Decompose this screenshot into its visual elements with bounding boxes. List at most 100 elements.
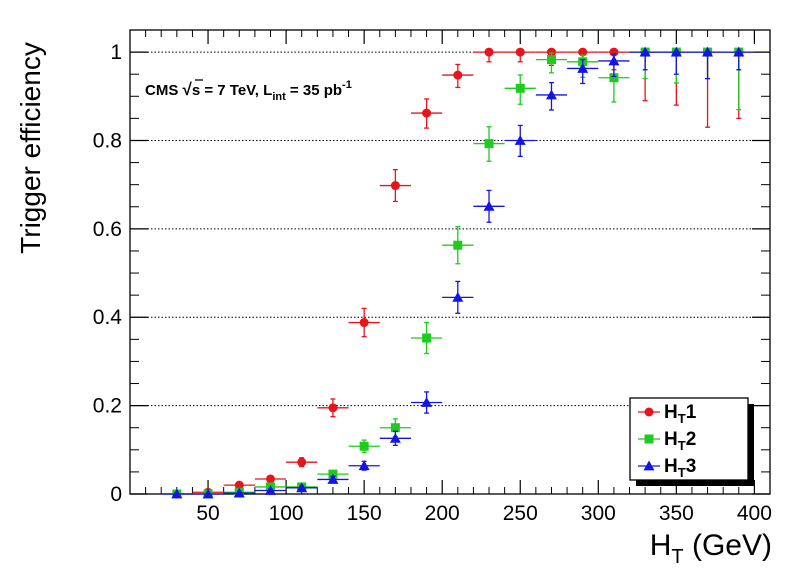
marker-circle xyxy=(234,480,244,490)
x-tick-label: 50 xyxy=(196,502,219,525)
data-point xyxy=(254,484,287,495)
marker-circle xyxy=(453,70,463,80)
x-tick-label: 400 xyxy=(737,502,772,525)
marker-triangle xyxy=(483,200,495,211)
y-tick-labels: 0 0.2 0.4 0.6 0.8 1 xyxy=(93,41,123,506)
annotation-part3: = 35 pb xyxy=(286,82,342,99)
y-tick-label: 0 xyxy=(110,483,122,506)
data-point xyxy=(410,98,443,129)
data-point xyxy=(379,430,411,447)
marker-square xyxy=(359,441,369,451)
marker-circle xyxy=(515,47,525,57)
data-point xyxy=(410,391,443,414)
marker-triangle xyxy=(296,482,308,493)
legend-label: HT1 xyxy=(664,402,697,426)
data-point xyxy=(442,280,474,314)
data-point xyxy=(348,460,380,471)
marker-triangle xyxy=(233,487,245,498)
legend-label-main: H xyxy=(664,402,678,423)
x-tick-label: 350 xyxy=(659,502,694,525)
x-tick-label: 250 xyxy=(503,502,538,525)
data-point xyxy=(660,46,692,75)
data-point xyxy=(504,74,536,105)
legend-label-num: 2 xyxy=(686,429,697,450)
data-point xyxy=(379,168,411,203)
data-point xyxy=(442,225,474,265)
data-point xyxy=(535,52,568,74)
legend-label-sub: T xyxy=(678,465,686,480)
legend-marker-square xyxy=(644,434,654,444)
marker-triangle xyxy=(733,46,745,57)
legend-label-main: H xyxy=(664,429,678,450)
marker-square xyxy=(484,139,494,149)
legend-entry-HT3: HT3 xyxy=(638,456,696,480)
data-point xyxy=(192,488,224,499)
legend-entry-HT1: HT1 xyxy=(638,402,697,426)
marker-triangle xyxy=(389,432,401,443)
annotation-sup: -1 xyxy=(342,79,352,91)
x-axis-title-main: H xyxy=(650,529,672,562)
marker-square xyxy=(546,55,556,65)
marker-circle xyxy=(546,47,556,57)
data-point xyxy=(473,189,505,223)
legend-marker-circle xyxy=(644,407,654,417)
legend-label-main: H xyxy=(664,456,678,477)
marker-triangle xyxy=(171,488,183,499)
marker-triangle xyxy=(639,46,651,57)
x-axis-title-sub: T xyxy=(671,546,683,568)
data-point xyxy=(723,46,755,71)
data-point xyxy=(317,398,349,418)
data-point xyxy=(504,124,536,158)
marker-triangle xyxy=(358,460,370,471)
data-point xyxy=(535,81,568,111)
data-point xyxy=(254,474,287,484)
marker-circle xyxy=(265,474,275,484)
y-tick-label: 0.4 xyxy=(93,306,123,329)
marker-circle xyxy=(422,108,432,118)
marker-circle xyxy=(578,47,588,57)
marker-circle xyxy=(390,181,400,191)
marker-square xyxy=(453,240,463,250)
marker-circle xyxy=(359,318,369,328)
marker-triangle xyxy=(577,62,589,73)
data-point xyxy=(691,46,724,80)
annotation-s: s xyxy=(192,82,200,99)
marker-triangle xyxy=(452,291,464,302)
x-tick-label: 150 xyxy=(347,502,382,525)
marker-triangle xyxy=(702,46,714,57)
data-point xyxy=(286,482,318,493)
legend-entry-HT2: HT2 xyxy=(638,429,696,453)
x-axis-title: HT (GeV) xyxy=(650,529,772,568)
y-axis-title: Trigger efficiency xyxy=(15,42,46,254)
data-point xyxy=(410,321,443,355)
legend-label-num: 1 xyxy=(686,402,697,423)
data-point xyxy=(473,47,505,63)
marker-square xyxy=(390,423,400,433)
marker-triangle xyxy=(421,397,433,407)
marker-triangle xyxy=(608,55,620,66)
annotation-part2: = 7 TeV, L xyxy=(200,82,272,99)
marker-triangle xyxy=(327,473,339,484)
marker-triangle xyxy=(545,89,557,100)
cms-annotation: CMS √s = 7 TeV, Lint = 35 pb-1 xyxy=(145,79,352,103)
data-point xyxy=(504,47,536,63)
marker-triangle xyxy=(514,134,526,145)
legend-label: HT2 xyxy=(664,429,696,453)
marker-triangle xyxy=(670,46,682,57)
data-point xyxy=(348,307,380,338)
marker-square xyxy=(609,73,619,83)
data-point xyxy=(629,46,661,71)
data-point xyxy=(286,457,318,468)
data-point xyxy=(598,53,630,78)
data-point xyxy=(223,480,255,490)
x-axis-title-rest: (GeV) xyxy=(684,529,772,562)
data-point xyxy=(567,58,599,85)
legend-label-sub: T xyxy=(678,438,686,453)
marker-circle xyxy=(297,457,307,467)
y-tick-label: 0.8 xyxy=(93,129,122,152)
annotation-part1: CMS xyxy=(145,82,183,99)
data-point xyxy=(223,487,255,498)
